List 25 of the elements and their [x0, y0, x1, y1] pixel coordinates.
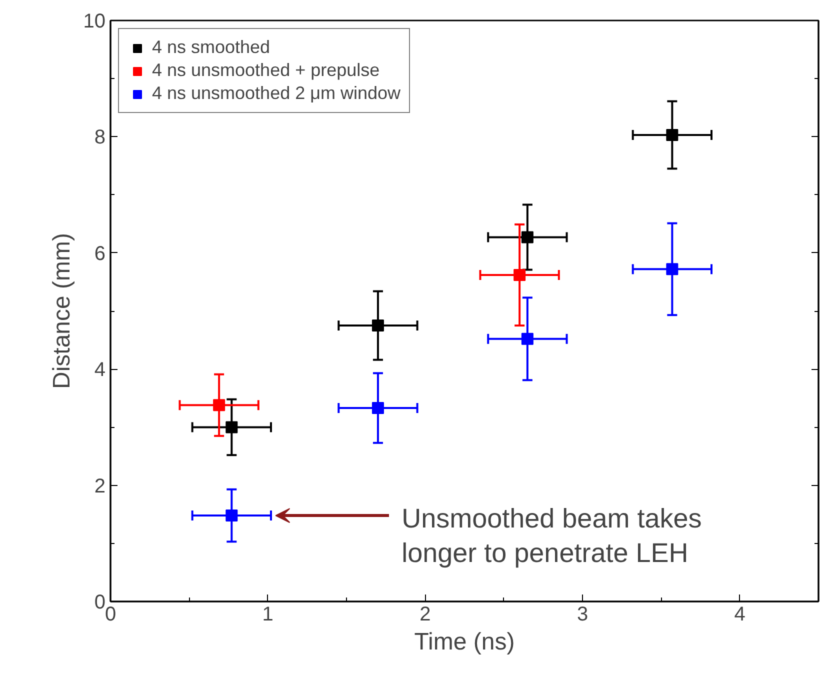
- point: [521, 231, 534, 244]
- legend-label: 4 ns smoothed: [152, 37, 270, 58]
- y-tick-label: 4: [94, 359, 106, 382]
- point: [372, 402, 384, 414]
- y-tick-label: 6: [94, 242, 106, 265]
- point: [666, 263, 678, 276]
- x-tick-label: 4: [734, 604, 746, 626]
- legend-label: 4 ns unsmoothed + prepulse: [152, 60, 380, 81]
- x-tick-label: 1: [262, 604, 274, 626]
- x-axis-title: Time (ns): [414, 628, 515, 656]
- y-tick-label: 8: [94, 126, 106, 149]
- y-tick-label: 10: [83, 10, 106, 32]
- annotation: Unsmoothed beam takes longer to penetrate LEH: [402, 503, 702, 568]
- point: [213, 399, 226, 412]
- y-axis-title: Distance (mm): [48, 232, 76, 390]
- x-tick-label: 2: [420, 604, 431, 626]
- point: [226, 421, 238, 434]
- point: [514, 268, 526, 281]
- point: [521, 332, 534, 345]
- legend-label: 4 ns unsmoothed 2 μm window: [152, 83, 401, 104]
- x-tick-label: 3: [576, 604, 588, 626]
- point: [666, 128, 678, 141]
- point: [372, 320, 384, 332]
- point: [226, 510, 238, 522]
- y-tick-label: 2: [94, 475, 106, 498]
